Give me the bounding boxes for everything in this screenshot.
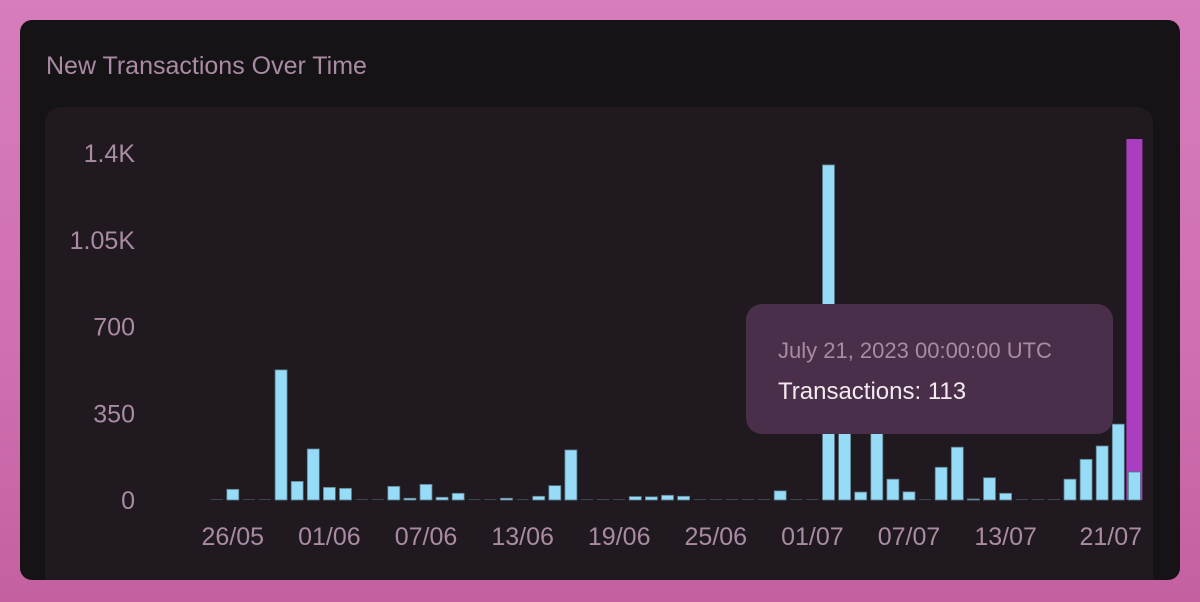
bar[interactable] — [306, 448, 320, 501]
x-tick-label: 13/06 — [491, 523, 554, 551]
y-tick-label: 1.4K — [84, 140, 136, 168]
chart-tooltip: July 21, 2023 00:00:00 UTC Transactions:… — [746, 304, 1113, 434]
x-tick-label: 21/07 — [1079, 523, 1142, 551]
bar[interactable] — [806, 499, 819, 500]
bar[interactable] — [1015, 499, 1028, 500]
bar[interactable] — [564, 449, 578, 501]
bar[interactable] — [419, 483, 433, 501]
bar[interactable] — [597, 499, 610, 500]
bar[interactable] — [1031, 499, 1044, 500]
bar[interactable] — [967, 498, 980, 501]
chart-title: New Transactions Over Time — [46, 52, 367, 80]
bar[interactable] — [210, 499, 223, 500]
bar[interactable] — [339, 487, 352, 501]
tooltip-date: July 21, 2023 00:00:00 UTC — [778, 338, 1052, 363]
bar[interactable] — [950, 446, 964, 501]
x-tick-label: 13/07 — [974, 523, 1037, 551]
bar[interactable] — [838, 425, 851, 501]
bar[interactable] — [661, 494, 674, 501]
bar[interactable] — [1079, 458, 1093, 501]
bar[interactable] — [581, 499, 593, 500]
y-tick-label: 350 — [93, 400, 135, 428]
x-tick-label: 25/06 — [685, 523, 748, 551]
x-tick-label: 19/06 — [588, 523, 651, 551]
bar[interactable] — [1111, 423, 1125, 501]
y-tick-label: 700 — [93, 314, 135, 342]
bar[interactable] — [1063, 478, 1077, 501]
x-tick-label: 01/06 — [298, 523, 361, 551]
bar[interactable] — [387, 485, 401, 501]
bar[interactable] — [999, 492, 1012, 501]
bar[interactable] — [226, 488, 240, 501]
bar[interactable] — [371, 499, 384, 500]
bar[interactable] — [645, 496, 658, 501]
bar[interactable] — [886, 478, 900, 501]
bar[interactable] — [548, 485, 562, 501]
bar[interactable] — [790, 499, 803, 500]
bar[interactable] — [1128, 471, 1141, 501]
bar[interactable] — [628, 496, 642, 501]
bar[interactable] — [259, 499, 271, 500]
bar[interactable] — [500, 497, 513, 501]
bar[interactable] — [403, 497, 417, 501]
bar[interactable] — [355, 499, 368, 500]
bar[interactable] — [322, 486, 336, 501]
bar[interactable] — [532, 495, 546, 501]
bar[interactable] — [742, 499, 754, 500]
bar[interactable] — [854, 491, 868, 501]
bar[interactable] — [1047, 499, 1060, 500]
x-tick-label: 01/07 — [781, 523, 844, 551]
bar[interactable] — [870, 430, 884, 501]
bar[interactable] — [516, 499, 529, 500]
bar[interactable] — [451, 492, 465, 501]
y-tick-label: 1.05K — [70, 227, 136, 255]
bar[interactable] — [435, 496, 449, 501]
tooltip-value: Transactions: 113 — [778, 378, 967, 405]
bar[interactable] — [290, 481, 304, 501]
bar[interactable] — [677, 495, 690, 501]
bar[interactable] — [468, 499, 481, 500]
bar[interactable] — [758, 499, 771, 500]
highlight-column — [1126, 139, 1143, 500]
bar[interactable] — [274, 369, 288, 501]
bar[interactable] — [484, 499, 497, 500]
x-tick-label: 07/06 — [395, 523, 458, 551]
bar[interactable] — [613, 499, 626, 500]
bar[interactable] — [242, 499, 255, 500]
bar[interactable] — [709, 499, 722, 500]
bar[interactable] — [773, 490, 787, 501]
bar[interactable] — [919, 499, 932, 500]
x-tick-label: 07/07 — [878, 523, 941, 551]
x-tick-label: 26/05 — [202, 523, 265, 551]
bar[interactable] — [983, 477, 996, 501]
bar[interactable] — [902, 491, 916, 501]
bar[interactable] — [693, 499, 706, 500]
bar[interactable] — [934, 466, 948, 501]
y-tick-label: 0 — [121, 487, 135, 515]
bar[interactable] — [725, 499, 738, 500]
bar[interactable] — [1095, 445, 1109, 501]
